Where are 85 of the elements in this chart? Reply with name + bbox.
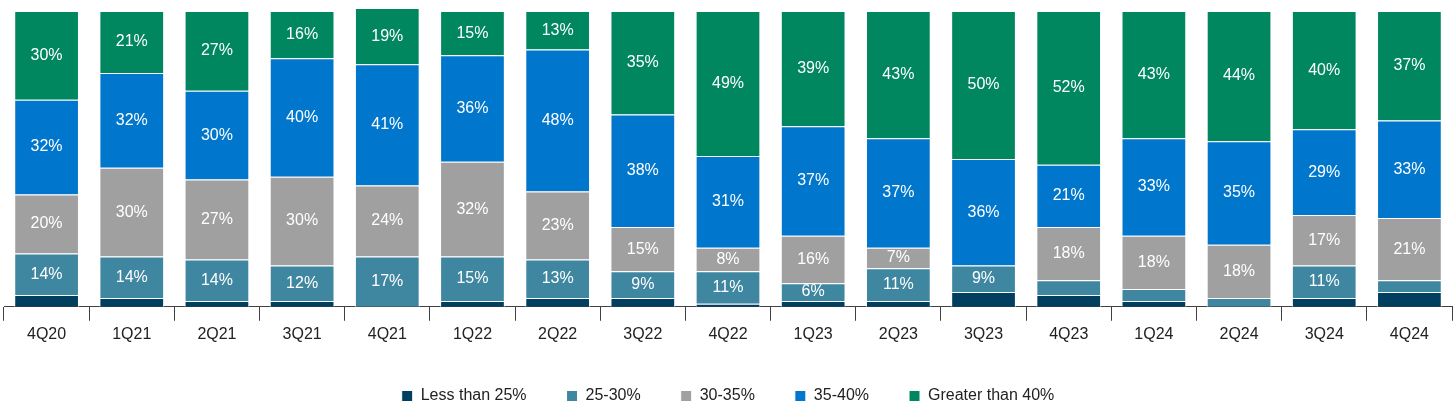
data-label: 30%	[30, 45, 63, 63]
data-label: 52%	[1052, 78, 1085, 96]
data-label: 14%	[30, 264, 63, 282]
data-label: 40%	[1308, 60, 1341, 78]
data-label: 12%	[286, 273, 319, 291]
data-label: 50%	[967, 75, 1000, 93]
x-tick-label: 2Q23	[878, 324, 919, 342]
data-label: 33%	[1393, 159, 1426, 177]
data-label: 37%	[1393, 56, 1426, 74]
data-label: 32%	[456, 199, 489, 217]
data-label: 16%	[286, 25, 319, 43]
x-tick-label: 2Q22	[538, 324, 578, 342]
data-label: 37%	[882, 183, 915, 201]
data-label: 43%	[1137, 64, 1170, 82]
data-label: 29%	[1308, 162, 1341, 180]
data-label: 43%	[882, 64, 915, 82]
data-label: 27%	[200, 41, 233, 59]
data-label: 36%	[456, 98, 489, 116]
data-label: 7%	[886, 248, 910, 266]
data-label: 41%	[371, 115, 404, 133]
data-label: 15%	[456, 269, 489, 287]
legend-label: 35-40%	[813, 386, 870, 404]
data-label: 44%	[1223, 66, 1256, 84]
data-label: 18%	[1137, 252, 1170, 270]
data-label: 35%	[626, 53, 659, 71]
data-label: 35%	[1223, 183, 1256, 201]
x-tick-label: 2Q24	[1219, 324, 1259, 342]
data-label: 13%	[541, 269, 574, 287]
data-label: 15%	[626, 239, 659, 257]
data-label: 11%	[1308, 272, 1340, 290]
data-label: 11%	[882, 275, 914, 293]
data-label: 48%	[541, 110, 574, 128]
data-label: 17%	[371, 272, 404, 290]
data-label: 40%	[286, 107, 319, 125]
x-tick-label: 4Q20	[27, 324, 67, 342]
data-label: 27%	[200, 209, 233, 227]
data-label: 24%	[371, 211, 404, 229]
data-label: 36%	[967, 202, 1000, 220]
data-label: 31%	[711, 192, 745, 210]
data-label: 21%	[1052, 186, 1085, 204]
data-label: 20%	[30, 214, 63, 232]
data-label: 38%	[626, 161, 659, 179]
data-label: 39%	[797, 59, 830, 77]
data-label: 21%	[1393, 239, 1426, 257]
data-label: 33%	[1137, 177, 1170, 195]
data-label: 16%	[797, 249, 830, 267]
x-tick-label: 1Q23	[793, 324, 833, 342]
x-tick-label: 4Q22	[708, 324, 748, 342]
x-tick-label: 1Q24	[1134, 324, 1174, 342]
x-tick-label: 3Q23	[963, 324, 1004, 342]
x-tick-label: 2Q21	[197, 324, 237, 342]
legend-label: Greater than 40%	[928, 386, 1055, 404]
data-label: 49%	[711, 73, 745, 91]
data-label: 37%	[797, 171, 830, 189]
data-label: 15%	[456, 23, 489, 41]
x-tick-label: 1Q22	[452, 324, 493, 342]
data-label: 18%	[1052, 243, 1085, 261]
data-label: 30%	[200, 125, 233, 143]
data-label: 9%	[631, 275, 655, 293]
data-label: 19%	[371, 26, 404, 44]
x-tick-label: 4Q23	[1049, 324, 1089, 342]
data-label: 6%	[801, 282, 825, 300]
data-label: 32%	[115, 110, 148, 128]
data-label: 17%	[1308, 230, 1341, 248]
data-label: 9%	[971, 269, 996, 287]
data-label: 14%	[115, 267, 148, 285]
legend-label: Less than 25%	[420, 386, 527, 404]
data-label: 30%	[115, 202, 148, 220]
legend-label: 25-30%	[585, 386, 641, 404]
x-tick-label: 4Q21	[367, 324, 407, 342]
x-tick-label: 3Q22	[623, 324, 663, 342]
data-label: 18%	[1223, 261, 1256, 279]
data-label: 11%	[712, 277, 744, 295]
x-tick-label: 1Q21	[112, 324, 152, 342]
data-label: 23%	[541, 215, 574, 233]
data-label: 8%	[716, 249, 740, 267]
data-label: 21%	[115, 32, 148, 50]
x-tick-label: 3Q24	[1304, 324, 1344, 342]
data-label: 14%	[200, 270, 233, 288]
data-label: 30%	[286, 211, 319, 229]
legend-label: 30-35%	[699, 386, 755, 404]
x-tick-label: 4Q24	[1389, 324, 1430, 342]
data-label: 32%	[30, 137, 63, 155]
x-tick-label: 3Q21	[282, 324, 322, 342]
data-label: 13%	[541, 20, 574, 38]
